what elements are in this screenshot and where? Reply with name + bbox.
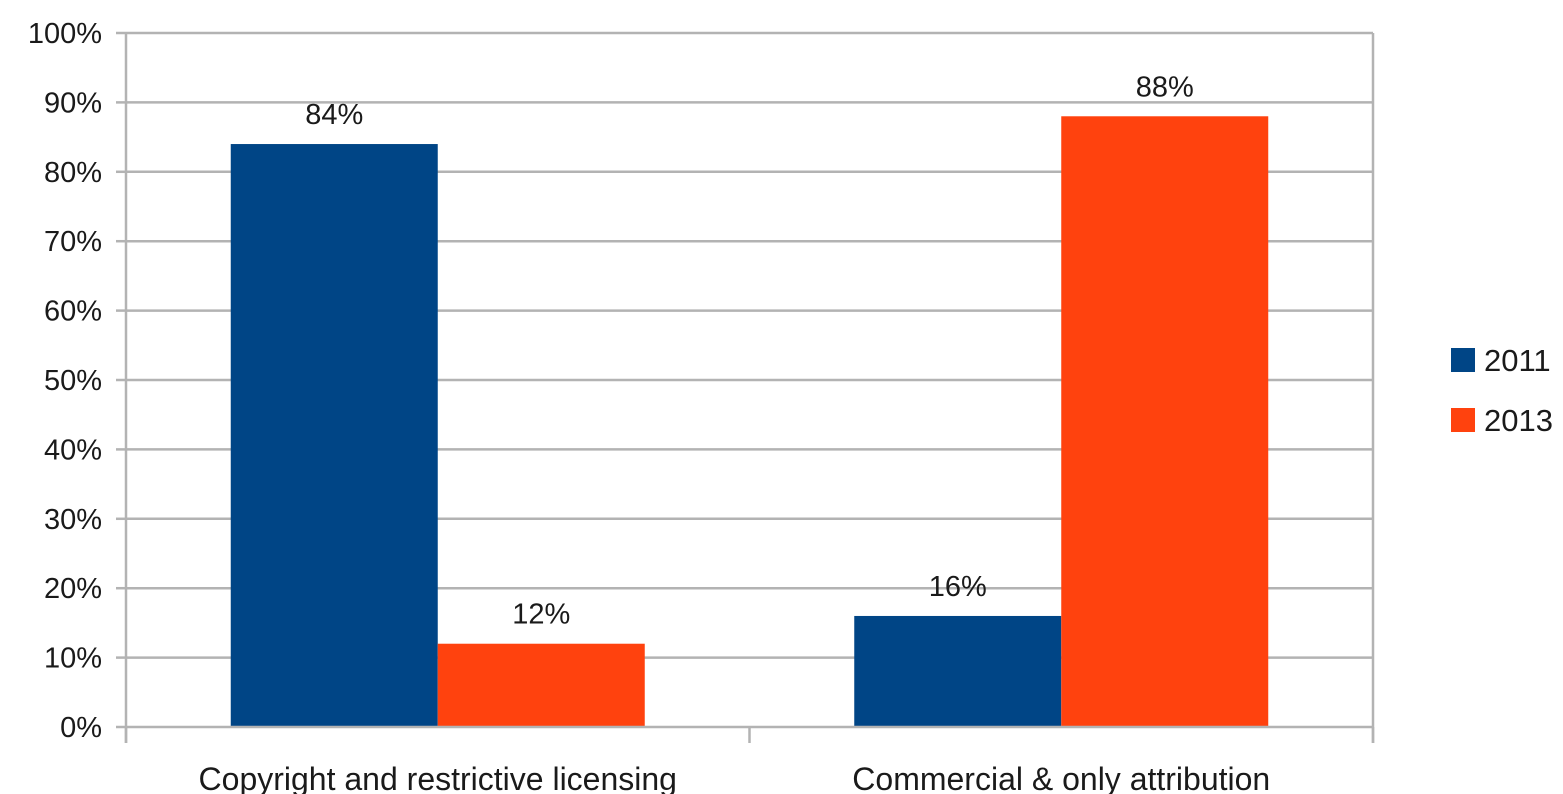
bar xyxy=(854,615,1062,727)
legend-swatch xyxy=(1451,348,1475,372)
data-label: 12% xyxy=(512,599,570,631)
data-label: 16% xyxy=(929,571,987,603)
legend-swatch xyxy=(1451,408,1475,432)
axes: 0% 10% 20% 30% 40% 50% 60% 70% 80% 90% 100% Copyrig… xyxy=(28,18,1375,794)
y-tick-label: 50% xyxy=(44,365,102,397)
y-tick-label: 90% xyxy=(44,87,102,119)
y-tick-label: 70% xyxy=(44,226,102,258)
data-label: 84% xyxy=(305,99,363,131)
y-tick-label: 40% xyxy=(44,434,102,466)
y-tick-label: 30% xyxy=(44,504,102,536)
x-tick-label: Commercial & only attribution xyxy=(852,761,1270,794)
bar xyxy=(1061,116,1269,727)
legend-label: 2011 xyxy=(1484,343,1551,378)
data-labels: 84% 12% 16% 88% xyxy=(305,71,1194,630)
legend: 2011 2013 xyxy=(1451,343,1553,438)
data-label: 88% xyxy=(1136,71,1194,103)
y-tick-label: 20% xyxy=(44,573,102,605)
y-tick-label: 80% xyxy=(44,157,102,189)
x-tick-label: Copyright and restrictive licensing xyxy=(199,761,677,794)
bar xyxy=(230,144,438,728)
y-tick-label: 100% xyxy=(28,18,102,50)
y-tick-label: 10% xyxy=(44,643,102,675)
bars xyxy=(230,116,1269,728)
y-tick-label: 60% xyxy=(44,296,102,328)
bar xyxy=(437,643,645,727)
legend-label: 2013 xyxy=(1484,403,1553,438)
y-tick-label: 0% xyxy=(60,712,102,744)
